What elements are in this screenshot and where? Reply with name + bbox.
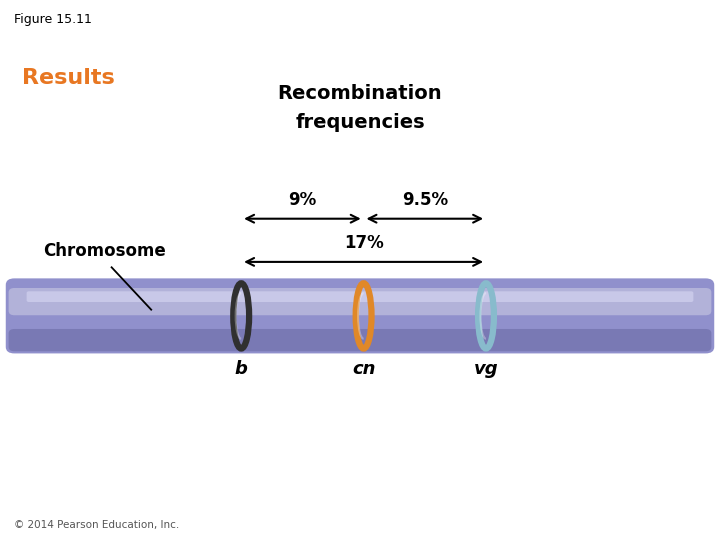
Text: frequencies: frequencies: [295, 113, 425, 132]
Text: Chromosome: Chromosome: [43, 242, 166, 260]
FancyBboxPatch shape: [6, 279, 714, 354]
Text: vg: vg: [474, 361, 498, 379]
FancyBboxPatch shape: [27, 291, 693, 302]
Text: Recombination: Recombination: [278, 84, 442, 103]
Text: Results: Results: [22, 68, 114, 87]
Text: © 2014 Pearson Education, Inc.: © 2014 Pearson Education, Inc.: [14, 520, 180, 530]
Text: cn: cn: [352, 361, 375, 379]
Text: 17%: 17%: [343, 234, 384, 252]
Text: 9%: 9%: [288, 191, 317, 209]
FancyBboxPatch shape: [9, 329, 711, 352]
Text: 9.5%: 9.5%: [402, 191, 448, 209]
FancyBboxPatch shape: [9, 288, 711, 315]
Text: Figure 15.11: Figure 15.11: [14, 14, 92, 26]
Text: b: b: [235, 361, 248, 379]
